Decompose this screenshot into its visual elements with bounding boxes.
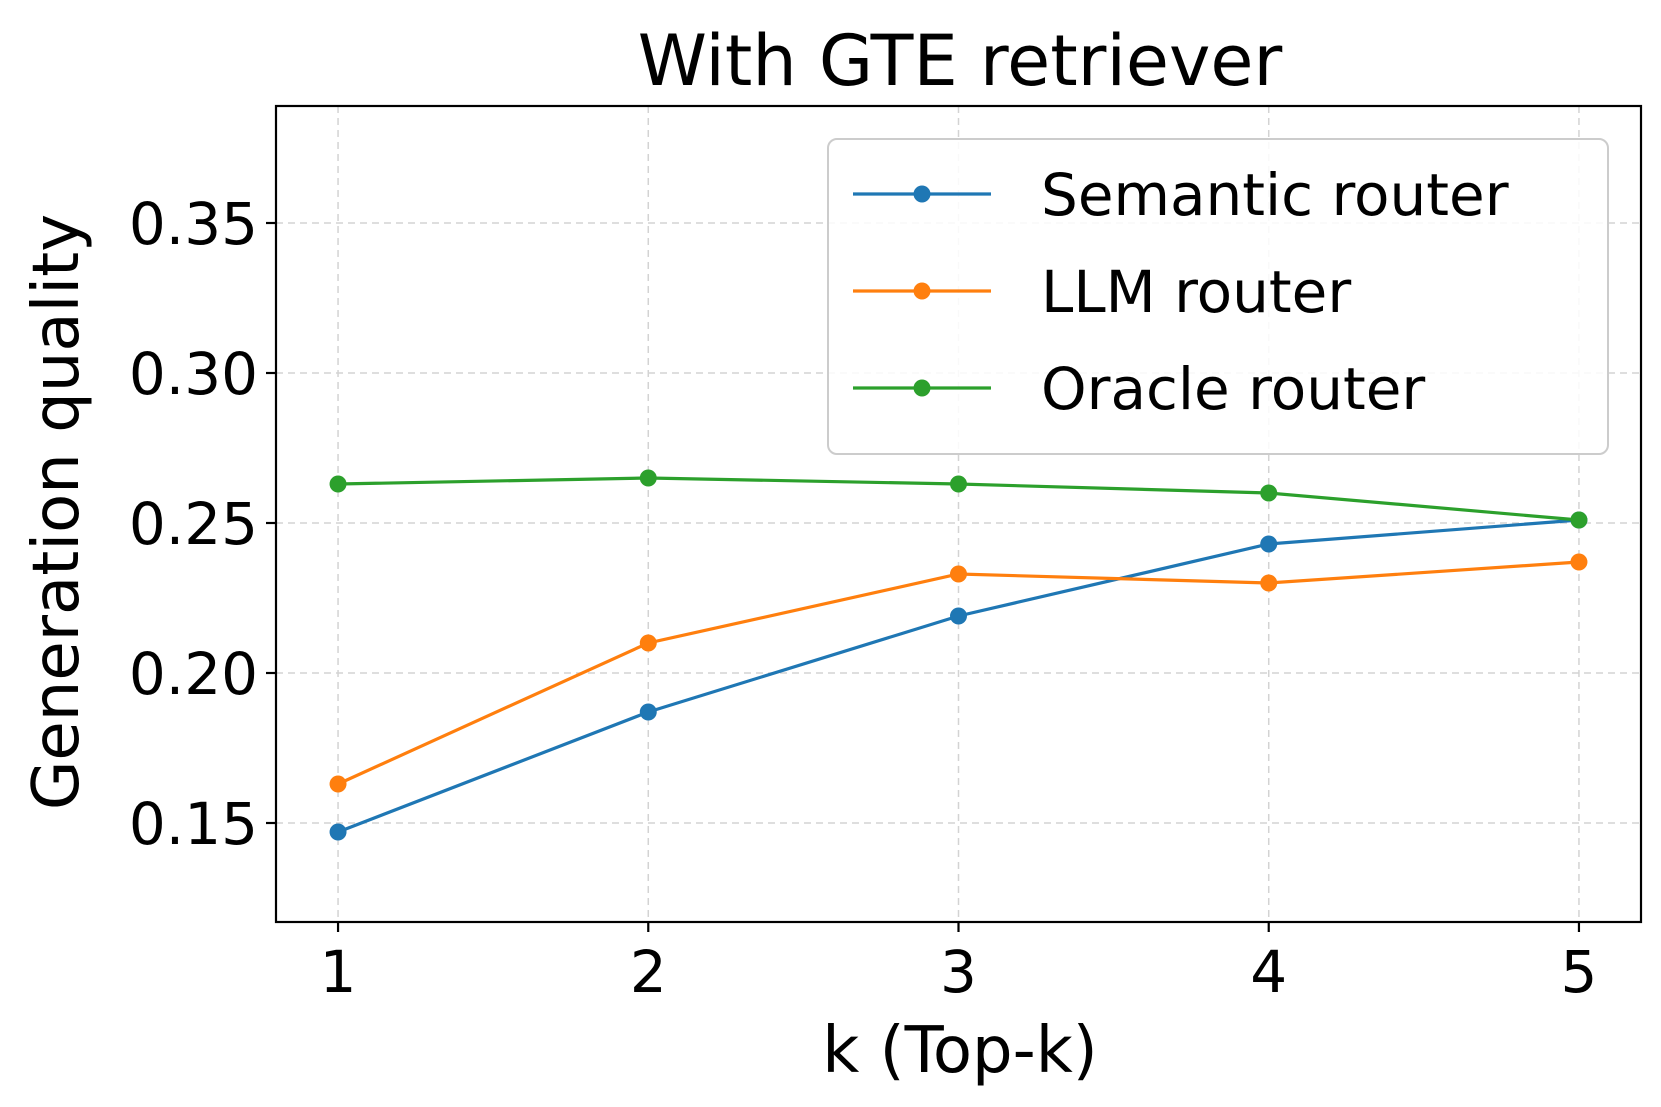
data-point bbox=[1260, 484, 1278, 502]
data-point bbox=[639, 703, 657, 721]
x-tick-label: 5 bbox=[1561, 938, 1598, 1006]
data-point bbox=[1260, 535, 1278, 553]
x-tick-label: 3 bbox=[940, 938, 977, 1006]
plot-frame bbox=[274, 104, 1643, 924]
x-tick-label: 4 bbox=[1250, 938, 1287, 1006]
data-point bbox=[329, 775, 347, 793]
y-tick-label: 0.15 bbox=[129, 790, 258, 858]
series-1 bbox=[329, 511, 1588, 841]
legend-box bbox=[827, 138, 1609, 455]
data-point bbox=[329, 475, 347, 493]
chart-title: With GTE retriever bbox=[638, 20, 1283, 102]
data-point bbox=[1570, 553, 1588, 571]
data-point bbox=[639, 634, 657, 652]
legend-entry: Oracle router bbox=[853, 355, 1425, 423]
data-point bbox=[950, 565, 967, 583]
series bbox=[329, 469, 1588, 841]
legend-entry: Semantic router bbox=[853, 161, 1509, 229]
y-tick-label: 0.20 bbox=[129, 640, 258, 708]
series-3 bbox=[329, 469, 1588, 529]
data-point bbox=[1570, 511, 1588, 529]
data-point bbox=[950, 475, 967, 493]
data-point bbox=[639, 469, 657, 487]
legend-label: Oracle router bbox=[1041, 355, 1425, 423]
y-axis-label: Generation quality bbox=[20, 214, 94, 810]
legend-entry: LLM router bbox=[853, 258, 1351, 326]
legend-marker bbox=[913, 185, 931, 203]
x-tick-label: 2 bbox=[630, 938, 667, 1006]
data-point bbox=[950, 607, 967, 625]
y-tick-label: 0.25 bbox=[129, 490, 258, 558]
legend-label: LLM router bbox=[1041, 258, 1351, 326]
data-point bbox=[329, 823, 347, 841]
series-2 bbox=[329, 553, 1588, 793]
axis-ticks: 1 2 3 4 5 0.15 0.20 0.25 0.30 0.35 bbox=[129, 190, 1598, 1006]
legend-marker bbox=[913, 282, 931, 300]
y-tick-label: 0.30 bbox=[129, 340, 258, 408]
y-tick-label: 0.35 bbox=[129, 190, 258, 258]
legend: Semantic router LLM router Oracle router bbox=[827, 138, 1609, 455]
data-point bbox=[1260, 574, 1278, 592]
legend-marker bbox=[913, 379, 931, 397]
legend-label: Semantic router bbox=[1041, 161, 1509, 229]
x-tick-label: 1 bbox=[320, 938, 357, 1006]
x-axis-label: k (Top-k) bbox=[822, 1014, 1098, 1088]
